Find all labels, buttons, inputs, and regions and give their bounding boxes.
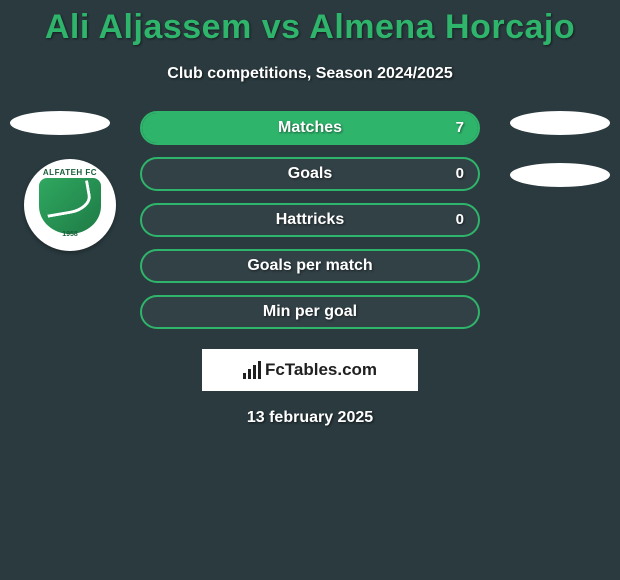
stat-label: Min per goal <box>142 297 478 327</box>
stat-value: 0 <box>456 205 464 235</box>
placeholder-ellipse-top-right <box>510 111 610 135</box>
stat-label: Goals <box>142 159 478 189</box>
stat-label: Hattricks <box>142 205 478 235</box>
date-line: 13 february 2025 <box>0 409 620 427</box>
stat-row-goals-per-match: Goals per match <box>140 249 480 283</box>
club-badge-name: ALFATEH FC <box>27 168 113 177</box>
placeholder-ellipse-mid-right <box>510 163 610 187</box>
stat-value: 0 <box>456 159 464 189</box>
page-subtitle: Club competitions, Season 2024/2025 <box>0 65 620 83</box>
stat-label: Goals per match <box>142 251 478 281</box>
stat-row-matches: Matches 7 <box>140 111 480 145</box>
fctables-brand-box: FcTables.com <box>202 349 418 391</box>
stat-row-goals: Goals 0 <box>140 157 480 191</box>
stat-row-min-per-goal: Min per goal <box>140 295 480 329</box>
comparison-area: ALFATEH FC 1958 Matches 7 Goals 0 Hattri… <box>0 111 620 427</box>
fctables-brand-text: FcTables.com <box>265 360 377 380</box>
club-badge-year: 1958 <box>27 231 113 238</box>
placeholder-ellipse-top-left <box>10 111 110 135</box>
stat-value: 7 <box>456 113 464 143</box>
stat-row-hattricks: Hattricks 0 <box>140 203 480 237</box>
club-badge-inner: ALFATEH FC 1958 <box>27 162 113 248</box>
page-title: Ali Aljassem vs Almena Horcajo <box>0 0 620 47</box>
stat-rows: Matches 7 Goals 0 Hattricks 0 Goals per … <box>140 111 480 329</box>
club-badge: ALFATEH FC 1958 <box>24 159 116 251</box>
stat-label: Matches <box>142 113 478 143</box>
bar-chart-icon <box>243 361 261 379</box>
